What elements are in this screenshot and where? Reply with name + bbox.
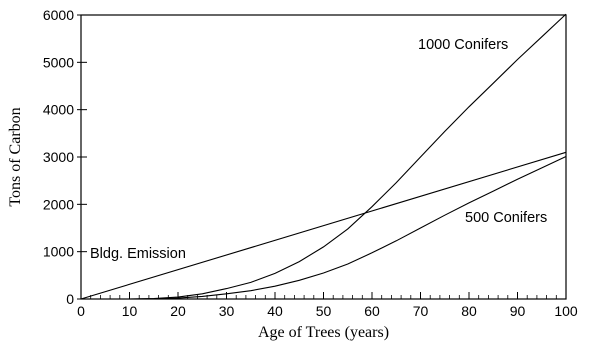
x-tick-label: 50 (316, 303, 332, 319)
x-axis-ticks: 0 10 20 30 40 50 60 70 80 90 100 (77, 292, 578, 319)
x-tick-label: 20 (170, 303, 186, 319)
series-line-500-conifers (81, 156, 567, 300)
x-tick-label: 30 (219, 303, 235, 319)
y-axis-ticks: 0 1000 2000 3000 4000 5000 6000 (43, 7, 87, 307)
x-axis-title: Age of Trees (years) (258, 324, 389, 341)
y-tick-label: 6000 (43, 7, 74, 23)
y-tick-label: 5000 (43, 54, 74, 70)
x-minor-ticks (90, 295, 557, 299)
annotation-bldg-emission: Bldg. Emission (90, 246, 186, 262)
x-tick-label: 90 (510, 303, 526, 319)
series-lines (80, 13, 567, 300)
y-tick-label: 1000 (43, 244, 74, 260)
y-tick-label: 0 (66, 291, 74, 307)
x-tick-label: 100 (554, 303, 578, 319)
series-annotations: 1000 Conifers 500 Conifers Bldg. Emission (90, 37, 547, 262)
x-tick-label: 40 (267, 303, 283, 319)
annotation-1000-conifers: 1000 Conifers (418, 37, 508, 53)
x-tick-label: 60 (364, 303, 380, 319)
x-tick-label: 70 (413, 303, 429, 319)
annotation-500-conifers: 500 Conifers (465, 210, 547, 226)
x-tick-label: 10 (122, 303, 138, 319)
y-axis-title: Tons of Carbon (7, 107, 24, 206)
x-tick-label: 0 (77, 303, 85, 319)
series-line-bldg-emission (80, 151, 567, 300)
x-tick-label: 80 (461, 303, 477, 319)
y-tick-label: 4000 (43, 102, 74, 118)
series-line-1000-conifers (81, 13, 567, 300)
y-tick-label: 3000 (43, 149, 74, 165)
y-tick-label: 2000 (43, 196, 74, 212)
